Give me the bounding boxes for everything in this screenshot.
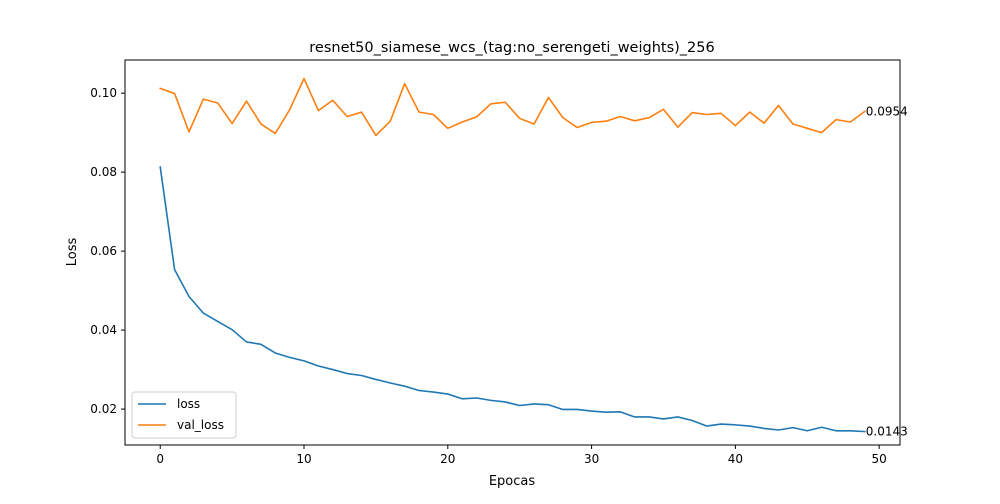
plot-frame bbox=[124, 59, 901, 446]
y-axis-ticks: 0.02 0.04 0.06 0.08 0.10 bbox=[90, 86, 125, 416]
series-line-val-loss bbox=[159, 77, 866, 137]
legend-label-loss: loss bbox=[177, 397, 200, 411]
chart-title: resnet50_siamese_wcs_(tag:no_serengeti_w… bbox=[309, 40, 714, 56]
y-tick-label: 0.02 bbox=[90, 402, 117, 416]
x-tick-label: 50 bbox=[872, 452, 887, 466]
x-tick-label: 20 bbox=[440, 452, 455, 466]
x-tick-label: 30 bbox=[584, 452, 599, 466]
x-tick-label: 0 bbox=[156, 452, 164, 466]
legend-label-val-loss: val_loss bbox=[177, 418, 224, 432]
x-tick-label: 40 bbox=[728, 452, 743, 466]
series-line-loss bbox=[159, 166, 866, 433]
x-axis-label: Epocas bbox=[489, 474, 536, 489]
y-tick-label: 0.08 bbox=[90, 165, 117, 179]
end-label-loss: 0.0143 bbox=[866, 425, 908, 439]
x-axis-ticks: 0 10 20 30 40 50 bbox=[156, 445, 887, 466]
y-axis-label: Loss bbox=[65, 238, 80, 267]
x-tick-label: 10 bbox=[296, 452, 311, 466]
legend: loss val_loss bbox=[131, 391, 237, 439]
end-label-val-loss: 0.0954 bbox=[866, 104, 908, 118]
series-layer bbox=[159, 77, 866, 433]
y-tick-label: 0.06 bbox=[90, 244, 117, 258]
end-labels: 0.0143 0.0954 bbox=[866, 104, 908, 438]
y-tick-label: 0.04 bbox=[90, 323, 117, 337]
y-tick-label: 0.10 bbox=[90, 86, 117, 100]
